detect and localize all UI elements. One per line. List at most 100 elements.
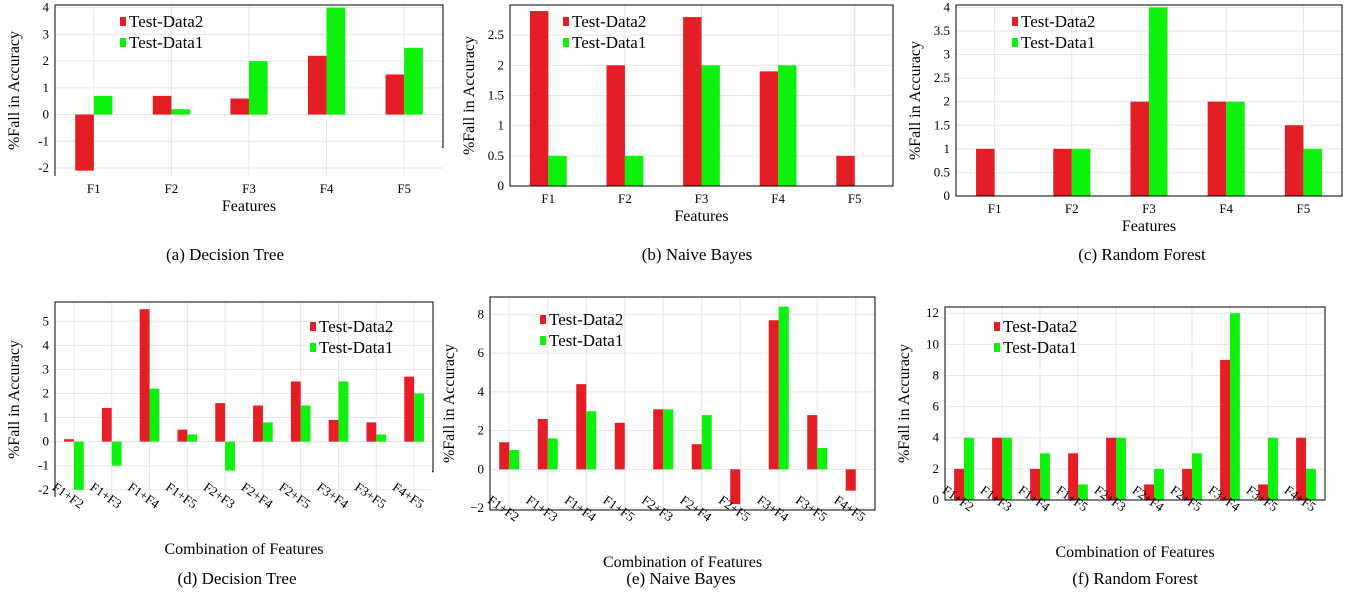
bar-test-data2-f3 <box>230 98 249 115</box>
bar-test-data1-f1-f2 <box>509 449 520 470</box>
bar-test-data1-f5 <box>404 47 423 115</box>
x-tick-label: F5 <box>397 181 411 196</box>
bar-test-data2-f1-f5 <box>177 429 188 442</box>
bar-test-data1-f3-f4 <box>338 381 349 442</box>
bar-test-data1-f1 <box>93 95 113 115</box>
legend-label-test-data1: Test-Data1 <box>549 331 623 350</box>
bar-test-data2-f3-f5 <box>1258 484 1268 500</box>
legend-label-test-data2: Test-Data2 <box>1021 12 1095 31</box>
chart-panel-3: 0 0.5 1 1.5 2 2.5 3 3.5 4 F1 F2 F3 F4 F5 Features %Fall… <box>907 0 1343 264</box>
bar-test-data2-f2-f4 <box>253 405 263 442</box>
y-tick-label: -2 <box>38 482 49 497</box>
bar-test-data1-f1-f4 <box>149 388 160 442</box>
y-tick-label: 0 <box>933 492 940 507</box>
bar-test-data2-f3-f5 <box>807 415 818 470</box>
bar-test-data1-f3 <box>701 65 720 186</box>
x-axis-title: Features <box>222 198 276 215</box>
bar-test-data1-f2-f5 <box>300 405 311 442</box>
bar-test-data2-f5 <box>836 155 855 186</box>
legend-swatch-test-data2 <box>120 17 126 26</box>
y-tick-label: 4 <box>933 430 940 445</box>
legend-label-test-data2: Test-Data2 <box>319 317 393 336</box>
bar-test-data2-f2 <box>606 65 625 186</box>
bar-test-data2-f1-f3 <box>537 418 548 470</box>
bar-test-data1-f3-f4 <box>778 306 789 470</box>
y-tick-label: −2 <box>470 500 484 515</box>
bar-test-data1-f2-f4 <box>701 415 712 470</box>
chart-panel-1: -2 -1 0 1 2 3 4 F1 F2 F3 F4 F5 Features %Fall in Accu… <box>6 0 444 264</box>
bar-test-data2-f4 <box>307 55 327 115</box>
y-tick-label: 1 <box>43 80 50 95</box>
plot-frame <box>944 306 1326 501</box>
y-axis-title: %Fall in Accuracy <box>6 340 23 459</box>
legend-label-test-data2: Test-Data2 <box>1003 317 1077 336</box>
bar-test-data2-f2-f3 <box>215 403 226 442</box>
bar-test-data1-f4 <box>778 65 797 186</box>
bar-test-data1-f3-f5 <box>1268 437 1278 500</box>
bar-test-data1-f1-f3 <box>1002 437 1012 500</box>
legend-swatch-test-data2 <box>540 315 546 324</box>
y-axis-title: %Fall in Accuracy <box>461 36 478 155</box>
legend-swatch-test-data1 <box>1012 38 1018 47</box>
y-tick-label: 1 <box>498 118 505 133</box>
y-tick-label: 0.5 <box>934 164 950 179</box>
y-axis-title: %Fall in Accuracy <box>907 41 924 160</box>
y-tick-label: -2 <box>38 160 49 175</box>
x-tick-label: F5 <box>848 191 862 206</box>
bar-test-data2-f2 <box>1053 148 1072 196</box>
y-tick-label: 3 <box>944 47 951 62</box>
y-tick-label: 2.5 <box>934 70 950 85</box>
x-tick-label: F3 <box>695 191 709 206</box>
legend-swatch-test-data1 <box>310 343 316 352</box>
x-axis-title: Combination of Features <box>603 554 762 571</box>
subfigure-caption: (e) Naive Bayes <box>626 569 736 588</box>
bar-test-data2-f1-f4 <box>1030 468 1040 500</box>
y-tick-label: 4 <box>944 0 951 14</box>
subfigure-caption: (a) Decision Tree <box>166 245 284 264</box>
plot-frame <box>54 4 444 176</box>
x-tick-label: F1 <box>988 201 1002 216</box>
plot-frame <box>489 296 876 511</box>
y-tick-label: 12 <box>926 305 939 320</box>
x-axis-title: Features <box>1122 218 1176 235</box>
x-tick-label: F3 <box>242 181 256 196</box>
bar-test-data1-f1-f5 <box>1078 484 1088 500</box>
bar-test-data1-f2 <box>624 155 644 186</box>
bar-test-data1-f1-f2 <box>73 441 84 490</box>
x-tick-label: F3 <box>1142 201 1156 216</box>
bar-test-data2-f3-f5 <box>366 422 377 442</box>
y-tick-label: 4 <box>43 0 50 15</box>
y-tick-label: -1 <box>38 458 49 473</box>
subfigure-caption: (c) Random Forest <box>1078 245 1206 264</box>
bar-test-data2-f5 <box>1284 125 1304 196</box>
bar-test-data2-f1-f5 <box>614 422 625 470</box>
bar-test-data1-f4 <box>326 7 346 115</box>
y-axis-title: %Fall in Accuracy <box>896 344 913 463</box>
bar-test-data2-f1-f5 <box>1068 453 1078 500</box>
x-tick-label: F2 <box>618 191 632 206</box>
x-tick-label: F5 <box>1297 201 1311 216</box>
bar-test-data1-f1-f4 <box>1040 453 1050 500</box>
x-tick-label: F1 <box>87 181 101 196</box>
legend-label-test-data1: Test-Data1 <box>1021 33 1095 52</box>
bar-test-data1-f3 <box>1149 7 1168 196</box>
bar-test-data2-f1 <box>529 11 549 187</box>
plot-frame <box>54 301 434 497</box>
y-tick-label: 8 <box>478 306 485 321</box>
legend-swatch-test-data1 <box>994 343 1000 352</box>
bar-test-data2-f1 <box>976 148 995 196</box>
bar-test-data2-f1-f4 <box>139 309 150 442</box>
bar-test-data1-f3 <box>249 61 268 115</box>
subfigure-caption: (b) Naive Bayes <box>642 245 752 264</box>
bar-test-data2-f3 <box>683 17 702 186</box>
bar-test-data2-f1-f3 <box>101 407 112 442</box>
y-tick-label: 2 <box>498 57 505 72</box>
bar-test-data1-f5 <box>1303 148 1322 196</box>
y-axis-title: %Fall in Accuracy <box>441 344 458 463</box>
bar-test-data2-f3-f4 <box>768 320 779 470</box>
bar-test-data1-f2 <box>1071 148 1091 196</box>
y-tick-label: 6 <box>933 399 940 414</box>
y-tick-label: 2 <box>933 461 940 476</box>
y-tick-label: 0 <box>43 434 50 449</box>
